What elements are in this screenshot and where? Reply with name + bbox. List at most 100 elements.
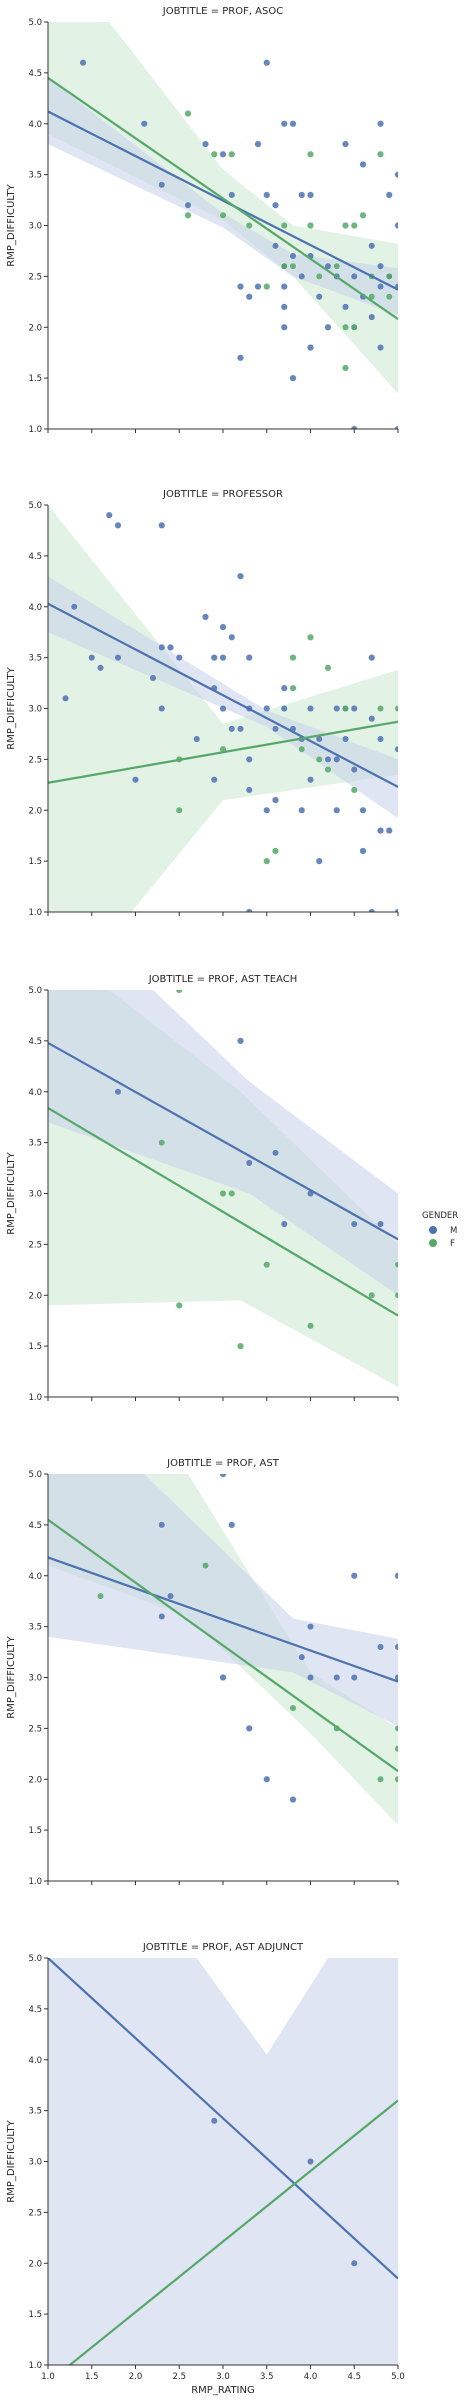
point-f [394, 1261, 398, 1269]
regression-line-m [48, 602, 398, 788]
point-m [245, 786, 253, 794]
y-tick-label: 4.5 [28, 1521, 42, 1531]
point-f [368, 1291, 376, 1299]
point-m [272, 796, 280, 804]
point-m [394, 425, 398, 429]
ci-band-m [48, 77, 398, 316]
point-f [350, 221, 358, 229]
x-tick-label: 5.0 [391, 2372, 405, 2382]
y-tick-label: 1.0 [28, 2361, 42, 2371]
point-m [201, 613, 209, 621]
point-m [114, 521, 122, 529]
point-f [228, 150, 236, 158]
y-axis-label: RMP_DIFFICULTY [6, 666, 17, 749]
point-f [307, 1322, 315, 1330]
regression-line-f [48, 720, 398, 784]
panel-5: 1.0 1.5 2.0 2.5 3.0 3.5 4.0 4.5 5.0 1.0 1.5 2.0 2.5 3… [6, 1942, 405, 2396]
y-tick-label: 4.5 [28, 552, 42, 562]
point-f [385, 293, 393, 301]
point-m [324, 262, 332, 270]
ci-band-m [48, 990, 398, 1296]
y-tick-label: 3.0 [28, 2158, 42, 2168]
point-m [342, 303, 350, 311]
point-f [377, 705, 385, 713]
point-f [394, 1745, 398, 1753]
point-m [114, 1088, 122, 1096]
point-m [219, 150, 227, 158]
point-m [263, 59, 271, 67]
point-m [272, 1149, 280, 1157]
point-m [193, 735, 201, 743]
y-tick-label: 1.5 [28, 2310, 42, 2320]
point-f [210, 150, 218, 158]
y-tick-label: 2.0 [28, 323, 42, 333]
panel-3: 1.0 1.5 2.0 2.5 3.0 3.5 4.0 4.5 5.0 JOBTITLE = PR… [6, 974, 399, 1403]
y-tick-label: 2.0 [28, 1775, 42, 1785]
point-m [263, 191, 271, 199]
x-tick-label: 3.0 [216, 2372, 230, 2382]
point-m [359, 160, 367, 168]
point-m [385, 827, 393, 835]
legend: GENDER M F [422, 1211, 458, 1249]
panel-1: 1.0 1.5 2.0 2.5 3.0 3.5 4.0 4.5 5.0 JOBTITLE = PR… [6, 6, 399, 435]
point-m [175, 654, 183, 662]
x-tick-label: 2.0 [129, 2372, 143, 2382]
point-f [307, 150, 315, 158]
legend-marker-m [429, 1226, 437, 1234]
panel-title: JOBTITLE = PROF, AST [166, 1458, 280, 1469]
regression-line-f [48, 1107, 398, 1317]
legend-marker-f [429, 1239, 437, 1247]
plot-area-3 [48, 990, 398, 1387]
point-m [324, 755, 332, 763]
point-f [315, 272, 323, 280]
point-m [394, 1674, 398, 1681]
y-tick-label: 3.5 [28, 1623, 42, 1633]
point-m [377, 827, 385, 835]
point-m [245, 755, 253, 763]
point-m [140, 120, 148, 128]
x-tick-label: 4.5 [347, 2372, 361, 2382]
point-m [298, 191, 306, 199]
point-m [394, 1572, 398, 1580]
point-f [377, 1775, 385, 1783]
ci-band-m [48, 1474, 398, 1727]
y-axis-label: RMP_DIFFICULTY [6, 2119, 17, 2202]
point-m [158, 1521, 166, 1529]
regression-line-f [69, 2099, 398, 2365]
regression-line-m [48, 1041, 398, 1241]
y-tick-label: 1.0 [28, 1877, 42, 1887]
legend-title: GENDER [422, 1211, 458, 1221]
point-f [324, 766, 332, 774]
point-f [350, 786, 358, 794]
point-m [377, 120, 385, 128]
point-m [359, 847, 367, 855]
point-m [131, 776, 139, 784]
y-tick-label: 4.5 [28, 1037, 42, 1047]
point-m [350, 705, 358, 713]
x-tick-label: 2.5 [172, 2372, 186, 2382]
point-m [377, 1643, 385, 1651]
point-f [158, 1139, 166, 1147]
point-m [280, 684, 288, 692]
y-axis-label: RMP_DIFFICULTY [6, 183, 17, 266]
y-tick-label: 1.5 [28, 1826, 42, 1836]
point-m [385, 191, 393, 199]
point-m [245, 1159, 253, 1167]
y-tick-label: 2.5 [28, 1240, 42, 1250]
regression-line-f [48, 77, 398, 321]
point-f [272, 847, 280, 855]
point-m [289, 374, 297, 382]
point-f [359, 211, 367, 219]
point-m [210, 2117, 218, 2125]
point-f [219, 1189, 227, 1197]
x-axis-label: RMP_RATING [191, 2385, 255, 2396]
plot-area-5 [48, 1958, 398, 2365]
point-m [114, 654, 122, 662]
point-m [158, 521, 166, 529]
point-f [394, 1291, 398, 1299]
point-m [236, 725, 244, 733]
panel-title: JOBTITLE = PROF, AST ADJUNCT [142, 1942, 304, 1953]
point-m [324, 323, 332, 331]
point-m [315, 293, 323, 301]
